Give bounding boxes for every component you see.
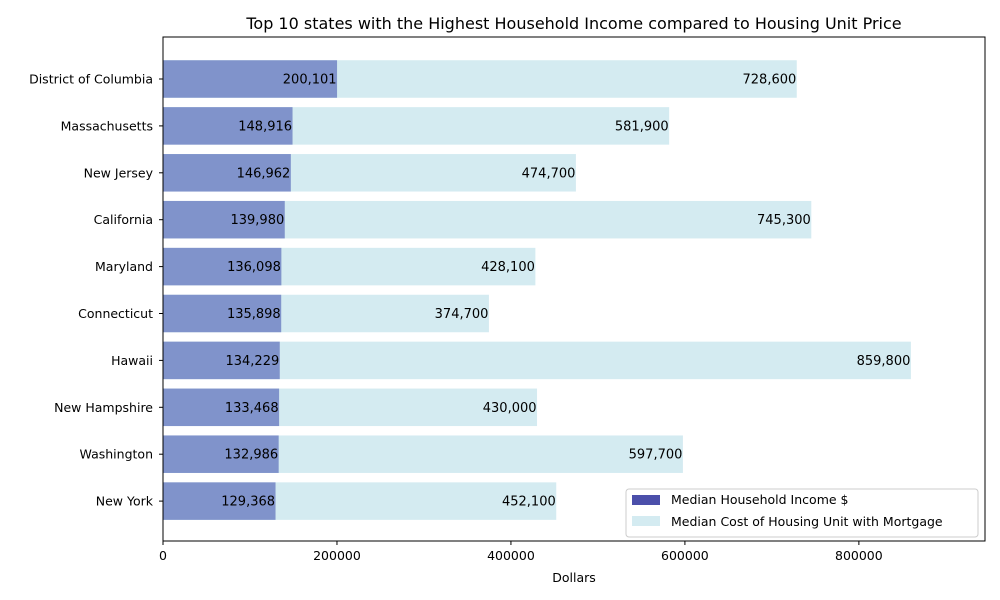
data-label-housing: 452,100 bbox=[502, 495, 556, 510]
y-tick-label: Maryland bbox=[95, 259, 153, 274]
y-tick-label: California bbox=[94, 212, 153, 227]
data-label-housing: 859,800 bbox=[857, 354, 911, 369]
data-label-income: 146,962 bbox=[237, 166, 291, 181]
data-label-housing: 430,000 bbox=[483, 401, 537, 416]
legend-swatch-housing bbox=[632, 516, 660, 526]
y-tick-label: New Jersey bbox=[84, 165, 154, 180]
data-label-housing: 745,300 bbox=[757, 213, 811, 228]
legend-frame bbox=[625, 488, 979, 538]
data-label-income: 135,898 bbox=[227, 307, 281, 322]
bar-income bbox=[163, 247, 282, 286]
x-tick-label: 800000 bbox=[835, 548, 883, 563]
data-label-income: 133,468 bbox=[225, 401, 279, 416]
y-tick-label: Connecticut bbox=[78, 306, 153, 321]
x-axis: 0 200000 400000 600000 800000 bbox=[159, 541, 883, 563]
data-label-housing: 581,900 bbox=[615, 119, 669, 134]
bar-income bbox=[163, 341, 280, 380]
data-label-income: 136,098 bbox=[227, 260, 281, 275]
data-label-housing: 597,700 bbox=[629, 448, 683, 463]
bar-income bbox=[163, 154, 291, 192]
data-label-income: 148,916 bbox=[238, 119, 292, 134]
value-labels: 200,101 728,600 148,916 581,900 146,962 474,7… bbox=[221, 73, 910, 510]
bar-housing bbox=[163, 341, 911, 380]
bar-income bbox=[163, 294, 282, 333]
data-label-income: 139,980 bbox=[230, 213, 284, 228]
data-label-income: 134,229 bbox=[225, 354, 279, 369]
bar-income bbox=[163, 200, 285, 239]
data-label-housing: 374,700 bbox=[435, 307, 489, 322]
y-tick-label: Washington bbox=[80, 447, 153, 462]
bar-income bbox=[163, 60, 338, 98]
plot-frame bbox=[162, 36, 986, 542]
y-tick-label: Massachusetts bbox=[61, 118, 153, 133]
bar-income bbox=[163, 107, 293, 145]
y-tick-label: New York bbox=[96, 494, 154, 509]
y-tick-label: New Hampshire bbox=[54, 400, 153, 415]
x-axis-label: Dollars bbox=[552, 570, 596, 585]
bar-income bbox=[163, 482, 276, 520]
legend-label-housing: Median Cost of Housing Unit with Mortgag… bbox=[671, 514, 943, 529]
data-label-income: 200,101 bbox=[283, 73, 337, 88]
y-tick-label: Hawaii bbox=[111, 353, 153, 368]
household-income-series bbox=[163, 60, 338, 520]
bar-income bbox=[163, 435, 279, 473]
data-label-income: 129,368 bbox=[221, 495, 275, 510]
y-axis: District of Columbia Massachusetts New Jer… bbox=[29, 72, 163, 509]
chart-title: Top 10 states with the Highest Household… bbox=[245, 14, 901, 33]
data-label-housing: 428,100 bbox=[481, 260, 535, 275]
data-label-income: 132,986 bbox=[224, 448, 278, 463]
legend: Median Household Income $ Median Cost of… bbox=[625, 488, 979, 538]
x-tick-label: 200000 bbox=[313, 548, 361, 563]
x-tick-label: 0 bbox=[159, 548, 167, 563]
legend-label-income: Median Household Income $ bbox=[671, 492, 848, 507]
y-tick-label: District of Columbia bbox=[29, 72, 153, 87]
x-tick-label: 400000 bbox=[487, 548, 535, 563]
data-label-housing: 728,600 bbox=[743, 73, 797, 88]
legend-swatch-income bbox=[632, 495, 660, 505]
data-label-housing: 474,700 bbox=[522, 166, 576, 181]
x-tick-label: 600000 bbox=[661, 548, 709, 563]
bar-income bbox=[163, 388, 280, 427]
